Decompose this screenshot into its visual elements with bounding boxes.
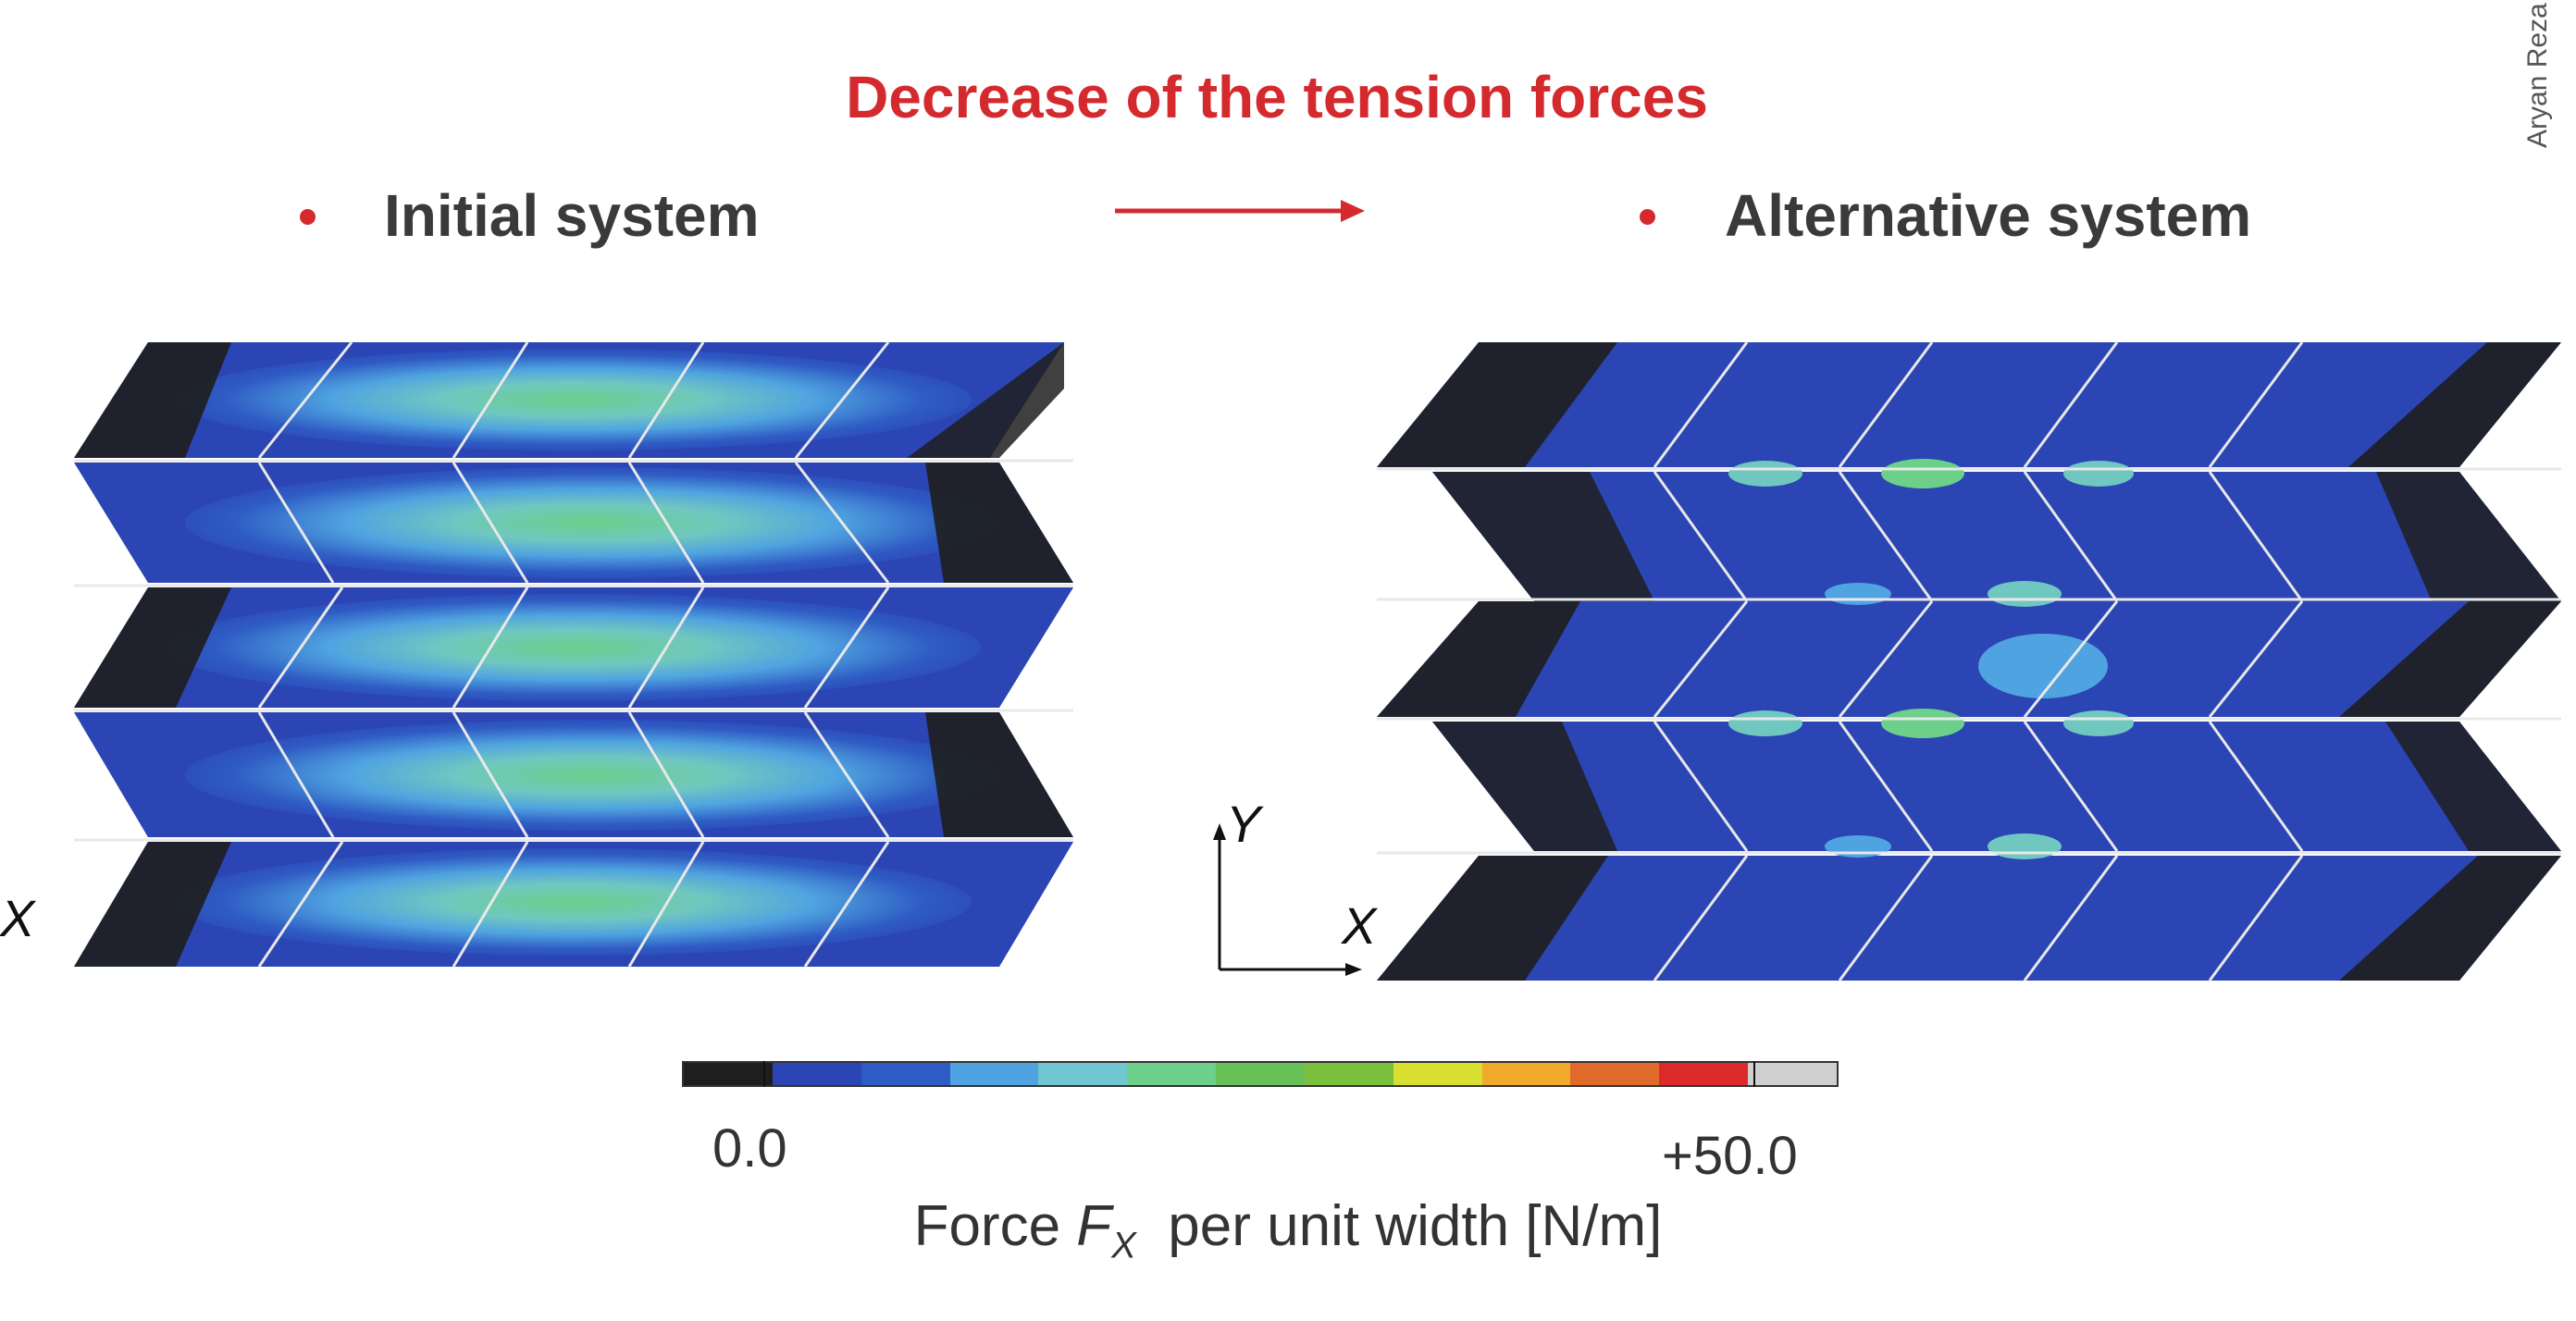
colorbar-segment	[1393, 1063, 1482, 1085]
colorbar-segment	[949, 1063, 1039, 1085]
alt-strip-4	[1432, 722, 2561, 851]
author-credit: Aryan Reza	[2522, 3, 2553, 148]
page-title: Decrease of the tension forces	[846, 64, 1708, 130]
colorbar-segment	[1127, 1063, 1217, 1085]
alt-strip-5	[1377, 856, 2561, 981]
bullet-initial	[300, 209, 316, 225]
colorbar-segment	[684, 1063, 773, 1085]
colorbar-segment	[1481, 1063, 1571, 1085]
alt-strip-1	[1377, 342, 2561, 467]
colorbar-caption: Force FX per unit width [N/m]	[0, 1193, 2576, 1266]
strip-2	[74, 463, 1073, 583]
alternative-system-contour-plot	[1377, 341, 2561, 981]
strip-3	[74, 587, 1073, 708]
colorbar-segment	[1748, 1063, 1837, 1085]
bullet-alternative	[1640, 209, 1655, 225]
alt-panel-seams	[1377, 341, 2561, 981]
colorbar-segment	[1304, 1063, 1393, 1085]
strip-4	[74, 712, 1073, 837]
y-axis-label: Y	[1226, 795, 1261, 853]
caption-symbol: F	[1076, 1194, 1112, 1258]
alt-strip-3	[1377, 601, 2561, 717]
left-x-axis-label: X	[0, 889, 35, 947]
panel-seams	[74, 341, 1073, 968]
caption-prefix: Force	[913, 1194, 1077, 1258]
colorbar-segment	[1570, 1063, 1660, 1085]
x-axis-label: X	[1342, 896, 1377, 955]
caption-suffix: per unit width [N/m]	[1135, 1194, 1663, 1258]
strip-1	[74, 342, 1064, 458]
strip-5	[74, 842, 1073, 967]
colorbar-min-tick	[763, 1061, 765, 1087]
colorbar	[682, 1061, 1839, 1087]
alternative-system-label: Alternative system	[1725, 182, 2252, 249]
colorbar-segment	[772, 1063, 861, 1085]
initial-system-label: Initial system	[384, 182, 760, 249]
colorbar-min-label: 0.0	[712, 1118, 787, 1179]
colorbar-max-label: +50.0	[1662, 1126, 1798, 1186]
colorbar-segment	[861, 1063, 950, 1085]
caption-subscript: X	[1111, 1225, 1136, 1266]
alt-strip-2	[1432, 472, 2561, 601]
colorbar-segment	[1659, 1063, 1749, 1085]
colorbar-segment	[1216, 1063, 1305, 1085]
colorbar-segment	[1038, 1063, 1128, 1085]
initial-system-contour-plot	[74, 341, 1073, 968]
transition-arrow-icon	[1115, 200, 1365, 222]
axes-icon	[1213, 823, 1362, 976]
colorbar-max-tick	[1753, 1061, 1755, 1087]
